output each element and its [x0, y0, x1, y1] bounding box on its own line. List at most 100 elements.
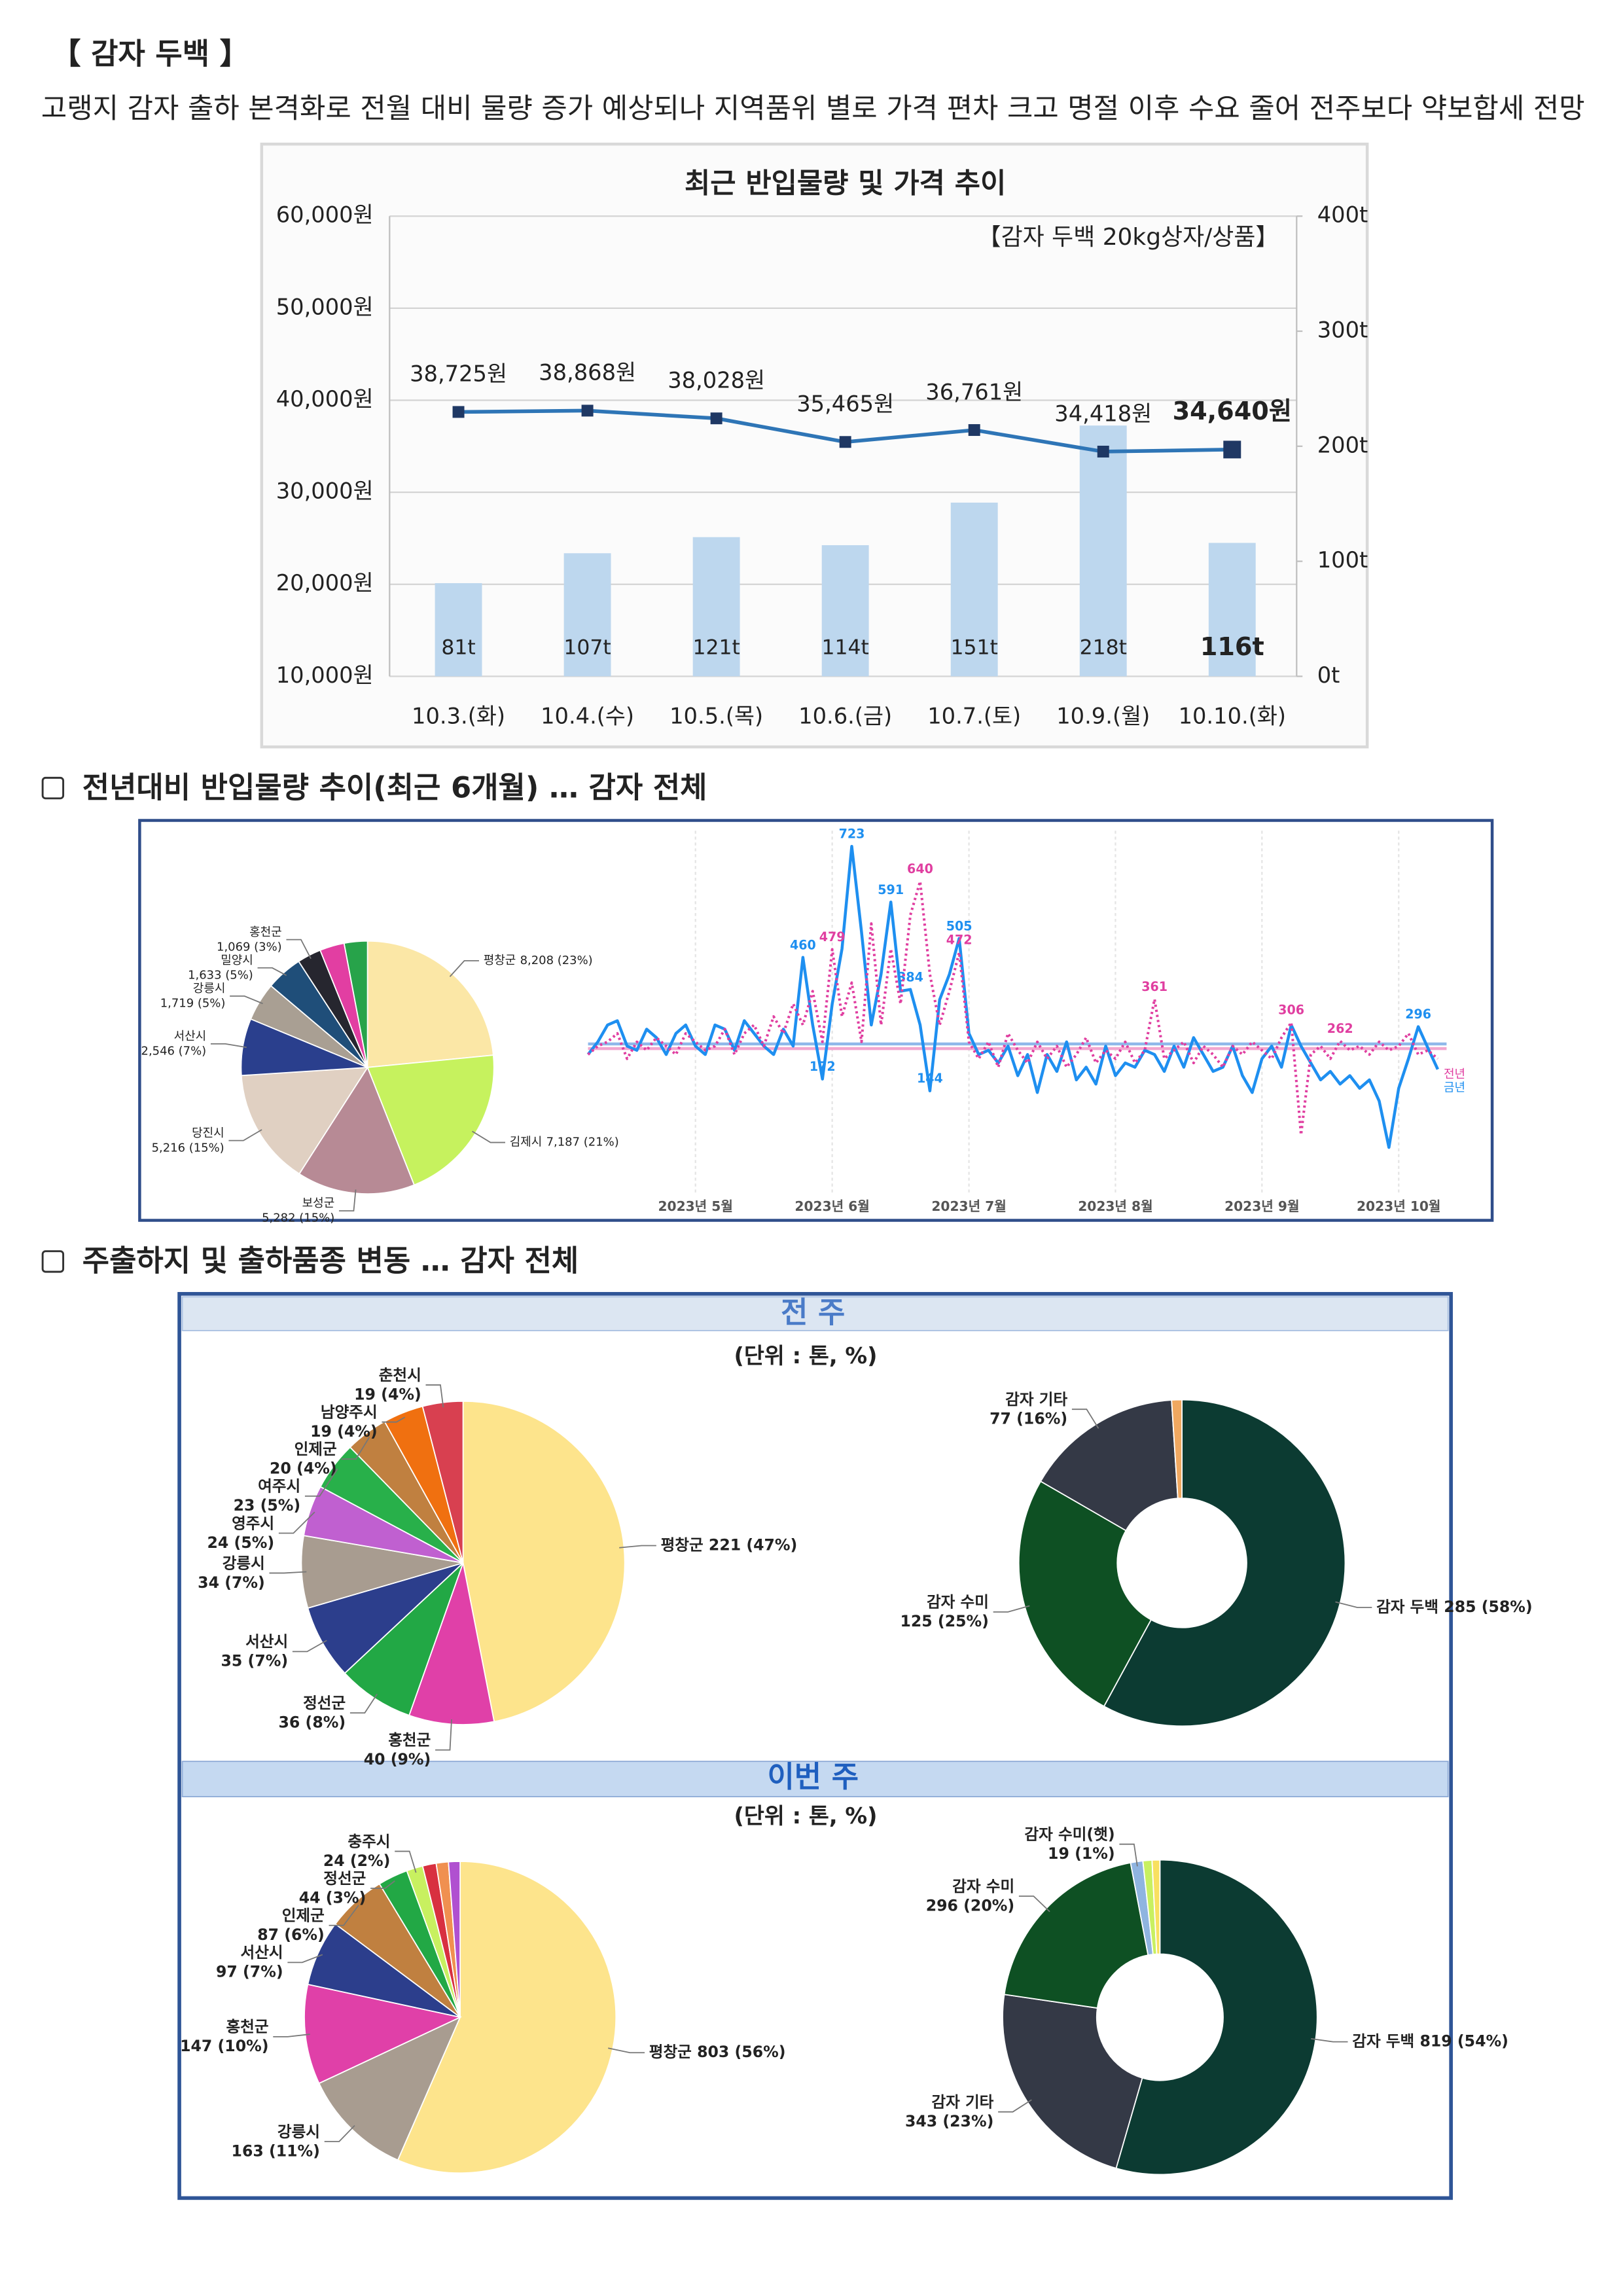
price-marker	[1097, 446, 1109, 457]
point-label: 640	[907, 861, 933, 876]
series-name: 금년	[1444, 1081, 1465, 1094]
leader-line	[425, 1384, 444, 1408]
slice-label: 감자 수미 125 (25%)	[901, 1592, 989, 1630]
point-label: 591	[878, 882, 904, 897]
pie-slice	[448, 1861, 461, 2018]
point-label: 144	[917, 1071, 943, 1086]
slice-label: 서산시 35 (7%)	[221, 1632, 289, 1670]
slice-label: 당진시 5,216 (15%)	[152, 1126, 224, 1155]
slice-label: 인제군 20 (4%)	[270, 1440, 337, 1477]
slice-label: 평창군 221 (47%)	[661, 1535, 798, 1554]
slice-category: 남양주시	[321, 1403, 378, 1421]
price-label: 36,761원	[925, 379, 1023, 404]
section-title: 전년대비 반입물량 추이(최근 6개월) … 감자 전체	[82, 770, 707, 804]
chart-subtitle: 【감자 두백 20kg상자/상품】	[978, 224, 1279, 251]
y2-tick-label: 100t	[1317, 547, 1368, 573]
leader-line	[292, 1640, 327, 1653]
bar	[821, 545, 869, 677]
slice-category: 인제군	[282, 1906, 325, 1924]
price-marker	[968, 424, 980, 437]
slice-category: 서산시	[241, 1943, 283, 1962]
slice-category: 강릉시	[223, 1554, 265, 1572]
point-label: 361	[1141, 979, 1168, 994]
slice-label: 서산시 2,546 (7%)	[141, 1030, 207, 1058]
leader-line	[1335, 1601, 1372, 1608]
slice-value: 803 (56%)	[697, 2043, 785, 2061]
series-line	[586, 844, 1439, 1149]
y2-tick-label: 300t	[1317, 317, 1368, 343]
slice-value: 34 (7%)	[198, 1573, 265, 1591]
pie-slice	[1171, 1399, 1183, 1499]
leader-line	[286, 939, 312, 960]
slice-label: 감자 두백 285 (58%)	[1376, 1598, 1533, 1616]
x-tick-label: 10.5.(목)	[669, 704, 763, 729]
leader-line	[449, 960, 479, 977]
slice-category: 감자 기타	[931, 2092, 993, 2111]
slice-label: 강릉시 1,719 (5%)	[160, 982, 226, 1010]
slice-category: 홍천군	[226, 2017, 268, 2036]
slice-value: 1,719 (5%)	[160, 997, 226, 1011]
slice-value: 221 (47%)	[709, 1535, 797, 1554]
panel-title: 이번 주	[767, 1759, 859, 1794]
slice-label: 감자 기타 343 (23%)	[905, 2092, 994, 2130]
leader-line	[370, 1880, 395, 1890]
leader-line	[349, 1693, 378, 1714]
price-label: 38,725원	[410, 361, 507, 387]
point-label: 262	[1327, 1021, 1353, 1036]
slice-value: 2,546 (7%)	[141, 1045, 207, 1058]
x-tick-label: 10.7.(토)	[927, 704, 1021, 729]
bar-label: 151t	[951, 636, 998, 660]
x-tick-label: 10.4.(수)	[541, 704, 634, 729]
page-title: 【 감자 두백 】	[52, 36, 249, 71]
leader-line	[435, 1719, 452, 1751]
leader-line	[304, 1468, 338, 1497]
y-tick-label: 50,000원	[276, 294, 374, 319]
leader-line	[278, 1511, 315, 1534]
slice-category: 충주시	[348, 1832, 390, 1850]
slice-label: 평창군 8,208 (23%)	[484, 954, 593, 967]
slice-label: 김제시 7,187 (21%)	[510, 1136, 619, 1149]
panel-band	[181, 1761, 1449, 1798]
point-label: 472	[946, 933, 972, 948]
leader-line	[230, 996, 263, 1005]
slice-category: 정선군	[323, 1869, 366, 1888]
slice-category: 당진시	[192, 1126, 224, 1140]
bar	[950, 502, 998, 677]
slice-category: 감자 두백	[1352, 2032, 1414, 2050]
leader-line	[1311, 2037, 1348, 2043]
slice-label: 정선군 44 (3%)	[299, 1869, 366, 1907]
pie-slice	[1002, 1994, 1143, 2170]
leader-line	[382, 1416, 406, 1423]
pie-slice	[1103, 1399, 1346, 1727]
slice-label: 인제군 87 (6%)	[257, 1906, 325, 1943]
x-tick-label: 10.10.(화)	[1179, 704, 1286, 729]
slice-category: 강릉시	[193, 982, 226, 996]
price-label: 38,868원	[539, 360, 636, 386]
leader-line	[287, 1954, 323, 1964]
slice-category: 평창군	[649, 2043, 692, 2061]
price-label: 34,640원	[1173, 397, 1292, 426]
slice-label: 강릉시 163 (11%)	[232, 2122, 320, 2159]
slice-value: 20 (4%)	[270, 1459, 337, 1477]
leader-line	[1018, 1895, 1050, 1912]
price-label: 35,465원	[796, 391, 894, 417]
unit-label: (단위 : 톤, %)	[734, 1803, 878, 1829]
slice-value: 36 (8%)	[279, 1713, 346, 1731]
slice-label: 충주시 24 (2%)	[323, 1832, 391, 1869]
bar-label: 121t	[692, 636, 740, 660]
slice-category: 밀양시	[221, 954, 253, 967]
slice-label: 남양주시 19 (4%)	[310, 1403, 378, 1440]
leader-line	[269, 1571, 307, 1574]
series-name: 전년	[1444, 1067, 1465, 1081]
bar-label: 81t	[441, 636, 475, 660]
leader-line	[608, 2047, 645, 2054]
slice-category: 서산시	[245, 1632, 288, 1651]
x-tick-label: 2023년 6월	[794, 1198, 870, 1214]
y2-tick-label: 0t	[1317, 662, 1340, 688]
leader-line	[273, 2034, 310, 2037]
x-tick-label: 10.9.(월)	[1056, 704, 1150, 729]
x-tick-label: 10.3.(화)	[412, 704, 505, 729]
point-label: 384	[897, 969, 923, 984]
slice-category: 강릉시	[277, 2122, 320, 2140]
